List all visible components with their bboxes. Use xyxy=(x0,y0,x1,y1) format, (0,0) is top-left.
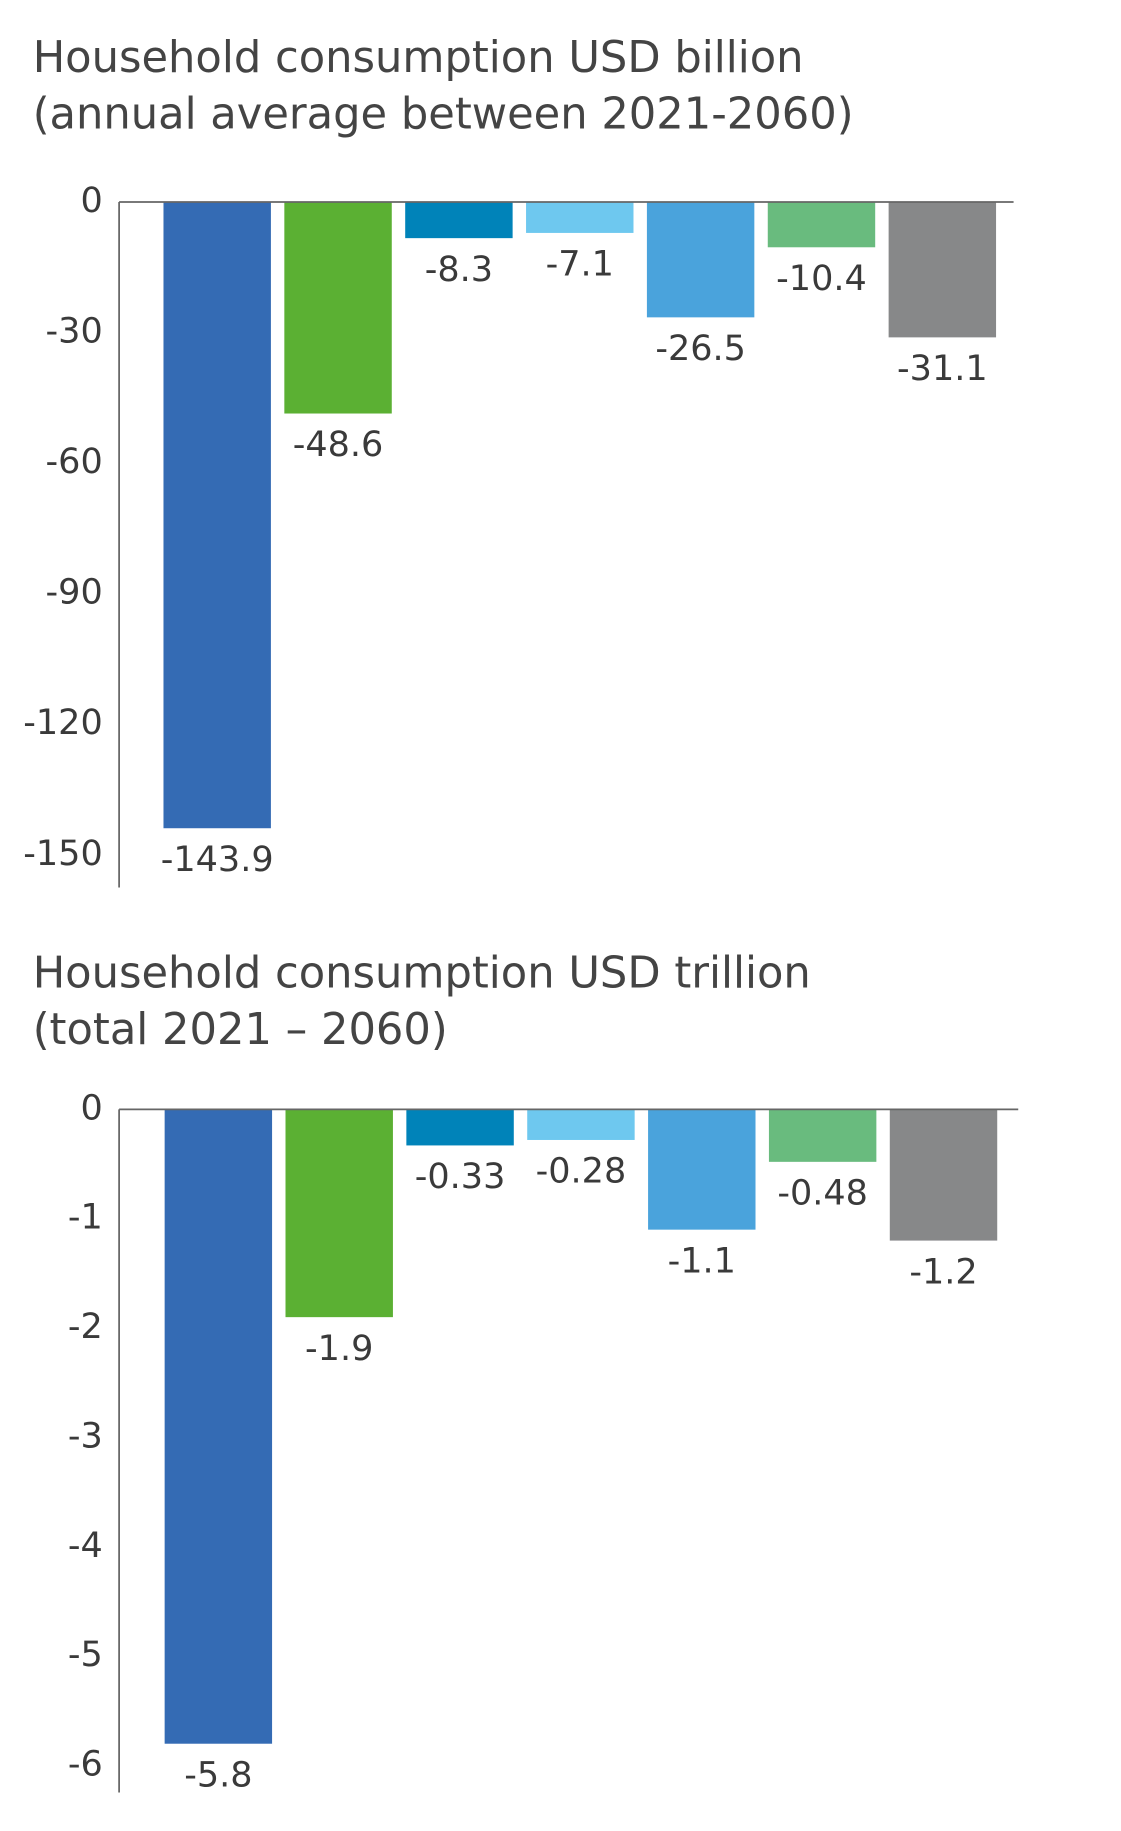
y-tick-label: -1 xyxy=(68,1197,103,1238)
bar xyxy=(406,1109,514,1146)
y-tick-label: -60 xyxy=(46,441,103,482)
y-tick-label: -30 xyxy=(46,311,103,352)
y-tick-label: -150 xyxy=(23,833,102,874)
value-label: -26.5 xyxy=(655,328,746,369)
chart-title: Household consumption USD trillion xyxy=(33,949,811,999)
y-tick-label: -90 xyxy=(46,572,103,613)
bar xyxy=(889,1109,998,1241)
bar xyxy=(285,1109,393,1318)
y-tick-label: -5 xyxy=(68,1634,103,1675)
y-tick-label: 0 xyxy=(80,1087,102,1128)
y-tick-label: -2 xyxy=(68,1306,103,1347)
y-tick-label: -4 xyxy=(68,1525,103,1566)
bar xyxy=(646,202,755,318)
value-label: -10.4 xyxy=(776,258,867,299)
bar xyxy=(163,202,271,829)
y-tick-label: -3 xyxy=(68,1415,103,1456)
value-label: -1.2 xyxy=(909,1251,977,1292)
bar xyxy=(767,202,876,248)
value-label: -0.28 xyxy=(536,1151,627,1192)
y-tick-label: -120 xyxy=(23,702,102,743)
chart-title: (annual average between 2021-2060) xyxy=(33,89,854,139)
bar xyxy=(284,202,392,414)
bar xyxy=(648,1109,756,1230)
bar xyxy=(527,1109,635,1140)
value-label: -31.1 xyxy=(897,348,988,389)
value-label: -1.9 xyxy=(305,1328,373,1369)
bar xyxy=(768,1109,877,1162)
bar xyxy=(526,202,634,233)
y-tick-label: -6 xyxy=(68,1744,103,1785)
chart-title: Household consumption USD billion xyxy=(33,33,804,83)
bar xyxy=(888,202,997,338)
value-label: -5.8 xyxy=(184,1754,252,1795)
value-label: -7.1 xyxy=(546,244,614,285)
bar xyxy=(164,1109,273,1744)
value-label: -0.48 xyxy=(777,1173,868,1214)
value-label: -143.9 xyxy=(161,839,274,880)
value-label: -48.6 xyxy=(293,424,384,465)
bar xyxy=(405,202,513,239)
y-tick-label: 0 xyxy=(80,180,102,221)
value-label: -8.3 xyxy=(425,249,493,290)
value-label: -1.1 xyxy=(668,1240,736,1281)
value-label: -0.33 xyxy=(415,1156,506,1197)
chart-title: (total 2021 – 2060) xyxy=(33,1005,448,1055)
